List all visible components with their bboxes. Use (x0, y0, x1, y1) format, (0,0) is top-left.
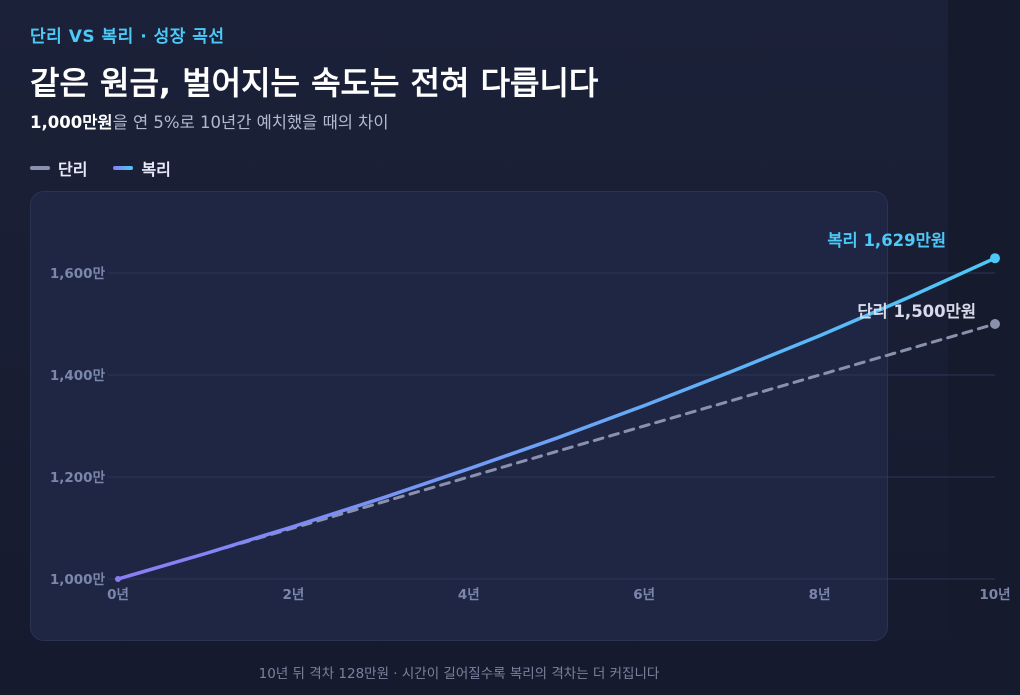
y-tick-label: 1,200만 (50, 470, 106, 486)
kicker-label: 단리 VS 복리 · 성장 곡선 (30, 27, 225, 47)
legend-swatch-compound (113, 166, 134, 170)
x-tick-label: 10년 (979, 587, 1010, 603)
x-tick-label: 0년 (107, 587, 129, 603)
series-lines (115, 253, 1000, 582)
x-tick-label: 6년 (633, 587, 655, 603)
y-axis-ticks: 1,000만 1,200만 1,400만 1,600만 (50, 266, 106, 588)
simple-end-label: 단리 1,500만원 (857, 302, 976, 321)
x-tick-label: 4년 (458, 587, 480, 603)
compound-end-label: 복리 1,629만원 (827, 231, 946, 250)
legend-label-simple: 단리 (58, 160, 88, 179)
legend-item-simple: 단리 (30, 156, 87, 180)
x-tick-label: 2년 (282, 587, 304, 603)
start-point (115, 576, 121, 582)
legend-swatch-simple (30, 166, 50, 170)
x-axis-ticks: 0년 2년 4년 6년 8년 10년 (107, 587, 1011, 603)
subtitle-principal: 1,000만원 (30, 113, 113, 132)
compound-end-point (990, 253, 1000, 264)
subtitle: 1,000만원을 연 5%로 10년간 예치했을 때의 차이 (30, 109, 389, 133)
simple-end-point (990, 319, 1000, 329)
chart-card (30, 191, 888, 641)
page-title: 같은 원금, 벌어지는 속도는 전혀 다릅니다 (30, 64, 599, 102)
y-tick-label: 1,600만 (50, 266, 106, 282)
legend-label-compound: 복리 (141, 160, 171, 179)
y-tick-label: 1,400만 (50, 368, 106, 384)
x-tick-label: 8년 (809, 587, 831, 603)
legend-item-compound: 복리 (113, 156, 171, 180)
footnote: 10년 뒤 격차 128만원 · 시간이 길어질수록 복리의 격차는 더 커집니… (258, 666, 660, 682)
compound-interest-line (116, 256, 997, 581)
grid-lines (108, 272, 995, 580)
y-tick-label: 1,000만 (50, 572, 106, 588)
subtitle-description: 을 연 5%로 10년간 예치했을 때의 차이 (112, 113, 389, 132)
chart-legend: 단리 복리 (30, 156, 197, 180)
